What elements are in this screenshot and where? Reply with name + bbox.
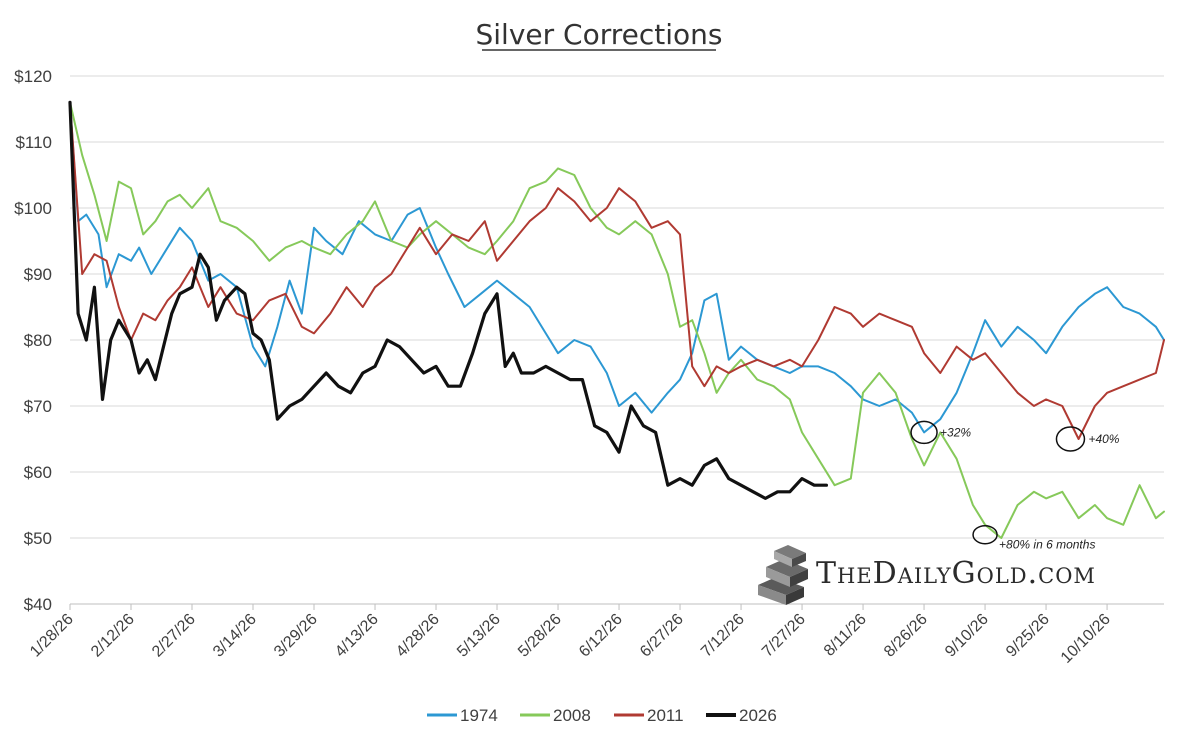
gridlines <box>70 75 1164 605</box>
x-tick-label: 5/13/26 <box>454 611 504 661</box>
annotation-circle-80 <box>972 524 998 545</box>
x-tick-label: 2/27/26 <box>149 611 199 661</box>
legend-item-2011: 2011 <box>614 706 684 725</box>
x-tick-label: 8/11/26 <box>821 611 870 660</box>
series-line-1974 <box>69 101 1165 434</box>
x-tick-label: 7/27/26 <box>759 611 809 661</box>
annotation-32-percent: +32% <box>940 425 971 439</box>
x-tick-label: 9/10/26 <box>942 611 992 661</box>
legend-item-2008: 2008 <box>520 706 591 725</box>
x-tick-label: 6/27/26 <box>637 611 687 661</box>
legend-label-2011: 2011 <box>647 706 684 725</box>
series-line-2011 <box>69 101 1165 440</box>
annotation-circle-32 <box>910 420 938 445</box>
annotation-40-percent: +40% <box>1088 432 1119 446</box>
thedailygold-logo: TheDailyGold.com <box>758 545 1096 605</box>
legend-label-1974: 1974 <box>460 706 498 725</box>
y-tick-label: $70 <box>24 397 52 416</box>
y-tick-label: $110 <box>15 133 52 152</box>
x-tick-label: 3/14/26 <box>210 611 260 661</box>
legend-item-1974: 1974 <box>427 706 498 725</box>
chart-title: Silver Corrections <box>476 18 723 51</box>
y-tick-label: $80 <box>24 331 52 350</box>
x-tick-label: 8/26/26 <box>881 611 931 661</box>
legend: 1974 2008 2011 2026 <box>427 706 777 725</box>
y-tick-label: $90 <box>24 265 52 284</box>
x-tick-label: 4/28/26 <box>393 611 443 661</box>
series-lines <box>68 100 1165 539</box>
legend-item-2026: 2026 <box>706 706 777 725</box>
series-line-2008 <box>69 101 1165 539</box>
logo-text: TheDailyGold.com <box>816 556 1096 591</box>
x-tick-label: 7/12/26 <box>698 611 748 661</box>
legend-label-2026: 2026 <box>739 706 777 725</box>
x-tick-label: 5/28/26 <box>515 611 565 661</box>
x-tick-label: 9/25/26 <box>1003 611 1053 661</box>
y-tick-label: $50 <box>24 529 52 548</box>
x-tick-label: 4/13/26 <box>332 611 382 661</box>
x-tick-label: 10/10/26 <box>1058 611 1114 667</box>
y-tick-label: $40 <box>24 595 52 614</box>
annotations: +32% +40% +80% in 6 months <box>910 420 1120 552</box>
x-tick-label: 2/12/26 <box>88 611 138 661</box>
x-tick-label: 3/29/26 <box>271 611 321 661</box>
legend-label-2008: 2008 <box>553 706 591 725</box>
series-line-2026 <box>68 100 829 500</box>
x-axis-ticks: 1/28/26 2/12/26 2/27/26 3/14/26 3/29/26 4/13/… <box>27 604 1114 667</box>
y-tick-label: $100 <box>14 199 52 218</box>
y-tick-label: $120 <box>14 67 52 86</box>
gold-bars-icon <box>758 545 808 605</box>
x-tick-label: 1/28/26 <box>27 611 77 661</box>
y-axis-ticks: $40 $50 $60 $70 $80 $90 $100 $110 $120 <box>14 67 52 614</box>
x-tick-label: 6/12/26 <box>576 611 626 661</box>
annotation-80-percent: +80% in 6 months <box>999 538 1095 552</box>
annotation-circle-40 <box>1055 426 1086 452</box>
y-tick-label: $60 <box>24 463 52 482</box>
